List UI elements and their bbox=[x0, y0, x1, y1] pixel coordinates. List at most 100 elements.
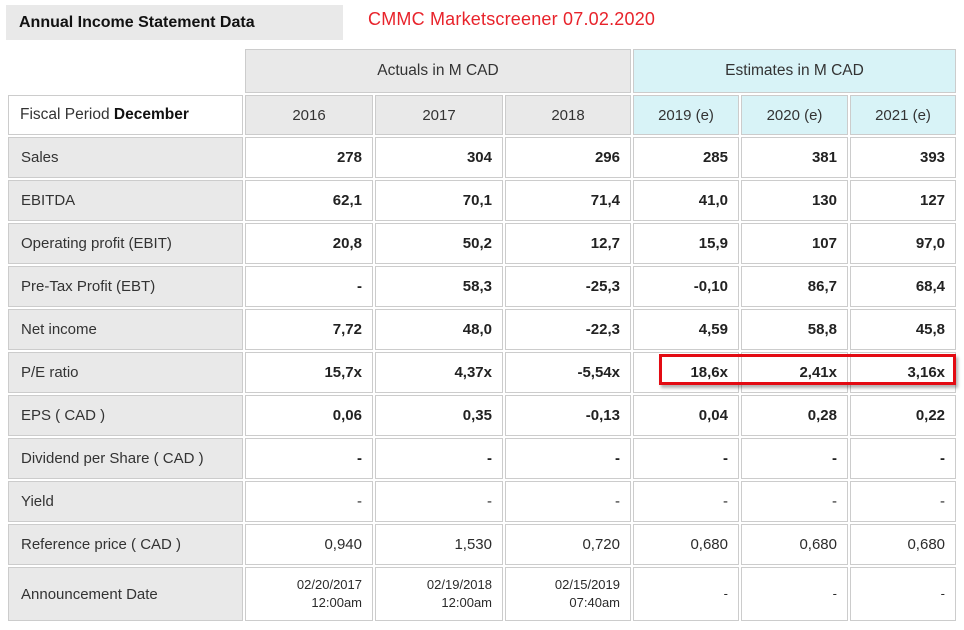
value-cell: -25,3 bbox=[505, 266, 631, 307]
value-cell: 71,4 bbox=[505, 180, 631, 221]
blank-corner-cell bbox=[8, 49, 243, 93]
value-cell: - bbox=[741, 481, 848, 522]
fiscal-period-cell: Fiscal Period December bbox=[8, 95, 243, 135]
year-header-2020e: 2020 (e) bbox=[741, 95, 848, 135]
value-cell: 285 bbox=[633, 137, 739, 178]
value-cell: 393 bbox=[850, 137, 957, 178]
year-header-row: Fiscal Period December 2016 2017 2018 20… bbox=[8, 95, 957, 135]
value-cell: 41,0 bbox=[633, 180, 739, 221]
value-cell: - bbox=[850, 481, 957, 522]
value-cell: - bbox=[245, 438, 373, 479]
row-label: Yield bbox=[8, 481, 243, 522]
value-cell: 0,680 bbox=[850, 524, 957, 565]
annotation-text: CMMC Marketscreener 07.02.2020 bbox=[368, 9, 656, 29]
row-label: EPS ( CAD ) bbox=[8, 395, 243, 436]
table-row: Operating profit (EBIT) 20,8 50,2 12,7 15,9 1… bbox=[8, 223, 957, 264]
year-header-2021e: 2021 (e) bbox=[850, 95, 957, 135]
value-cell: - bbox=[505, 438, 631, 479]
value-cell: 58,8 bbox=[741, 309, 848, 350]
value-cell: -0,13 bbox=[505, 395, 631, 436]
value-cell: - bbox=[375, 438, 503, 479]
value-cell: 86,7 bbox=[741, 266, 848, 307]
value-cell: 18,6x bbox=[633, 352, 739, 393]
row-label: Sales bbox=[8, 137, 243, 178]
value-cell: 296 bbox=[505, 137, 631, 178]
page-title: Annual Income Statement Data bbox=[19, 13, 255, 31]
value-cell: 15,9 bbox=[633, 223, 739, 264]
row-label: Announcement Date bbox=[8, 567, 243, 621]
value-cell: 130 bbox=[741, 180, 848, 221]
year-header-2019e: 2019 (e) bbox=[633, 95, 739, 135]
value-cell: -0,10 bbox=[633, 266, 739, 307]
value-cell: 4,59 bbox=[633, 309, 739, 350]
row-label: Net income bbox=[8, 309, 243, 350]
actuals-group-header: Actuals in M CAD bbox=[245, 49, 631, 93]
year-header-2017: 2017 bbox=[375, 95, 503, 135]
table-row: Reference price ( CAD ) 0,940 1,530 0,720 0,… bbox=[8, 524, 957, 565]
year-header-2018: 2018 bbox=[505, 95, 631, 135]
value-cell: - bbox=[245, 481, 373, 522]
page-title-bar: Annual Income Statement Data bbox=[6, 5, 343, 40]
value-cell: 15,7x bbox=[245, 352, 373, 393]
table-row: Pre-Tax Profit (EBT) -58,3 -25,3 -0,10 86,7 6… bbox=[8, 266, 957, 307]
value-cell: - bbox=[633, 481, 739, 522]
value-cell: - bbox=[741, 567, 848, 621]
value-cell: 45,8 bbox=[850, 309, 957, 350]
value-cell: 3,16x bbox=[850, 352, 957, 393]
value-cell: 304 bbox=[375, 137, 503, 178]
table-row: Net income 7,72 48,0 -22,3 4,59 58,8 45,8 bbox=[8, 309, 957, 350]
table-row: EPS ( CAD ) 0,06 0,35 -0,13 0,04 0,28 0,22 bbox=[8, 395, 957, 436]
value-cell: 278 bbox=[245, 137, 373, 178]
estimates-group-header: Estimates in M CAD bbox=[633, 49, 957, 93]
value-cell: -22,3 bbox=[505, 309, 631, 350]
value-cell: 20,8 bbox=[245, 223, 373, 264]
value-cell: - bbox=[633, 438, 739, 479]
value-cell: 0,35 bbox=[375, 395, 503, 436]
row-label: Reference price ( CAD ) bbox=[8, 524, 243, 565]
row-label: P/E ratio bbox=[8, 352, 243, 393]
value-cell: 107 bbox=[741, 223, 848, 264]
income-statement-table: Actuals in M CAD Estimates in M CAD Fisc… bbox=[6, 47, 958, 623]
value-cell: 48,0 bbox=[375, 309, 503, 350]
value-cell: 02/15/2019 07:40am bbox=[505, 567, 631, 621]
table-row: P/E ratio 15,7x 4,37x -5,54x 18,6x 2,41x 3,16x bbox=[8, 352, 957, 393]
row-label: Dividend per Share ( CAD ) bbox=[8, 438, 243, 479]
row-label: Operating profit (EBIT) bbox=[8, 223, 243, 264]
value-cell: - bbox=[505, 481, 631, 522]
value-cell: 70,1 bbox=[375, 180, 503, 221]
value-cell: 127 bbox=[850, 180, 957, 221]
value-cell: -5,54x bbox=[505, 352, 631, 393]
group-header-row: Actuals in M CAD Estimates in M CAD bbox=[8, 49, 957, 93]
table-row: Sales 278 304 296 285 381 393 bbox=[8, 137, 957, 178]
value-cell: 381 bbox=[741, 137, 848, 178]
value-cell: 0,28 bbox=[741, 395, 848, 436]
table-row: Yield - - - - - - bbox=[8, 481, 957, 522]
year-header-2016: 2016 bbox=[245, 95, 373, 135]
value-cell: 0,940 bbox=[245, 524, 373, 565]
value-cell: 7,72 bbox=[245, 309, 373, 350]
value-cell: 0,04 bbox=[633, 395, 739, 436]
value-cell: 2,41x bbox=[741, 352, 848, 393]
value-cell: 0,720 bbox=[505, 524, 631, 565]
table-row: Dividend per Share ( CAD ) - - - - - - bbox=[8, 438, 957, 479]
value-cell: 97,0 bbox=[850, 223, 957, 264]
value-cell: 0,22 bbox=[850, 395, 957, 436]
value-cell: 62,1 bbox=[245, 180, 373, 221]
table-body: Actuals in M CAD Estimates in M CAD Fisc… bbox=[8, 49, 957, 621]
value-cell: - bbox=[850, 567, 957, 621]
value-cell: 68,4 bbox=[850, 266, 957, 307]
row-label: Pre-Tax Profit (EBT) bbox=[8, 266, 243, 307]
value-cell: 58,3 bbox=[375, 266, 503, 307]
fiscal-period-value: December bbox=[113, 106, 189, 123]
value-cell: 0,06 bbox=[245, 395, 373, 436]
value-cell: - bbox=[850, 438, 957, 479]
value-cell: 50,2 bbox=[375, 223, 503, 264]
value-cell: 0,680 bbox=[741, 524, 848, 565]
row-label: EBITDA bbox=[8, 180, 243, 221]
value-cell: 0,680 bbox=[633, 524, 739, 565]
value-cell: 1,530 bbox=[375, 524, 503, 565]
table-row: EBITDA 62,1 70,1 71,4 41,0 130 127 bbox=[8, 180, 957, 221]
fiscal-period-label: Fiscal Period bbox=[20, 106, 110, 123]
value-cell: 12,7 bbox=[505, 223, 631, 264]
